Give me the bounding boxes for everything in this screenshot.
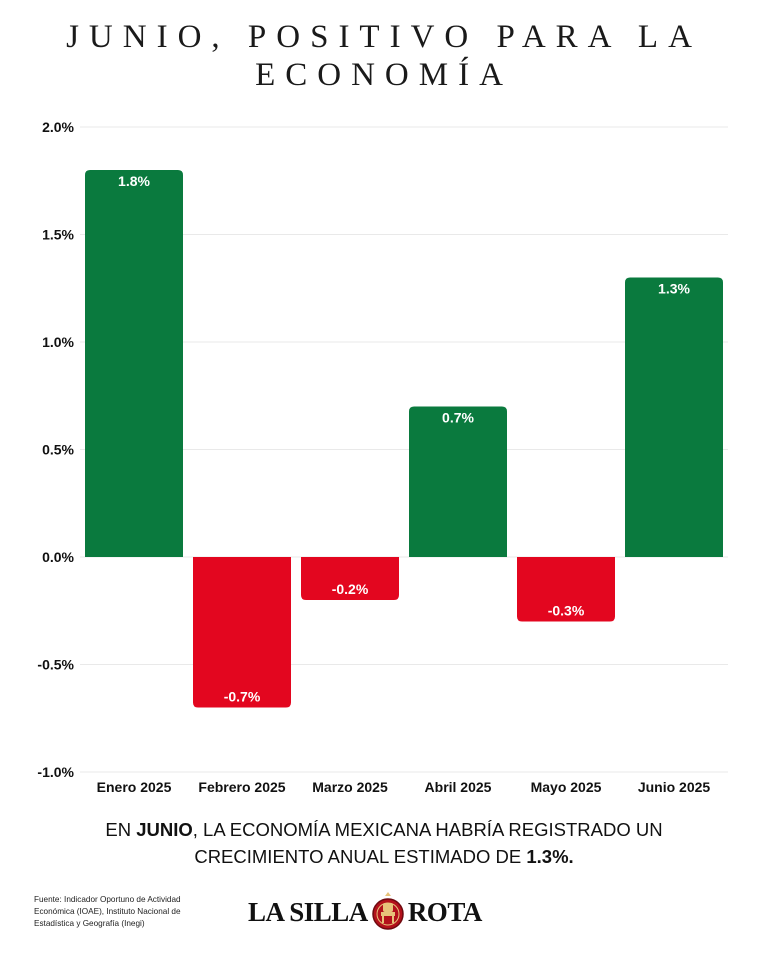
data-label: 1.8% bbox=[118, 173, 150, 189]
x-tick-label: Febrero 2025 bbox=[198, 779, 285, 795]
summary-part-2: , LA ECONOMÍA MEXICANA HABRÍA REGISTRADO… bbox=[192, 819, 663, 867]
bar-chart: 2.0% 1.5% 1.0% 0.5% 0.0% -0.5% -1.0% 1.8% Enero … bbox=[37, 119, 728, 795]
bar bbox=[625, 277, 723, 557]
y-tick-label: -0.5% bbox=[37, 657, 74, 673]
data-label: 1.3% bbox=[658, 281, 690, 297]
y-tick-label: 1.0% bbox=[42, 334, 74, 350]
data-label: -0.3% bbox=[548, 603, 585, 619]
bar bbox=[193, 557, 291, 708]
bar bbox=[409, 406, 507, 557]
bar bbox=[517, 557, 615, 622]
y-tick-label: 0.5% bbox=[42, 442, 74, 458]
x-tick-label: Mayo 2025 bbox=[531, 779, 602, 795]
x-tick-label: Enero 2025 bbox=[97, 779, 172, 795]
y-tick-label: -1.0% bbox=[37, 764, 74, 780]
chair-seal-icon bbox=[372, 892, 404, 930]
title-line-2: ECONOMÍA bbox=[255, 57, 513, 93]
bar bbox=[301, 557, 399, 600]
y-tick-label: 2.0% bbox=[42, 119, 74, 135]
la-silla-rota-logo: LA SILLA ROTA bbox=[248, 890, 482, 934]
summary-bold-value: 1.3%. bbox=[526, 846, 574, 867]
x-tick-label: Junio 2025 bbox=[638, 779, 711, 795]
y-tick-label: 1.5% bbox=[42, 227, 74, 243]
x-tick-label: Marzo 2025 bbox=[312, 779, 388, 795]
data-label: 0.7% bbox=[442, 410, 474, 426]
data-label: -0.2% bbox=[332, 581, 369, 597]
summary-text: EN JUNIO, LA ECONOMÍA MEXICANA HABRÍA RE… bbox=[60, 816, 708, 870]
x-tick-label: Abril 2025 bbox=[425, 779, 492, 795]
logo-text-left: LA SILLA bbox=[248, 896, 368, 927]
data-label: -0.7% bbox=[224, 689, 261, 705]
chart-title: JUNIO, POSITIVO PARA LA ECONOMÍA bbox=[0, 18, 768, 94]
title-line-1: JUNIO, POSITIVO PARA LA bbox=[66, 19, 702, 55]
summary-part-1: EN bbox=[105, 819, 137, 840]
bar bbox=[85, 170, 183, 557]
source-note: Fuente: Indicador Oportuno de Actividad … bbox=[34, 895, 181, 928]
summary-bold-month: JUNIO bbox=[136, 819, 193, 840]
y-tick-label: 0.0% bbox=[42, 549, 74, 565]
logo-text-right: ROTA bbox=[407, 896, 483, 927]
